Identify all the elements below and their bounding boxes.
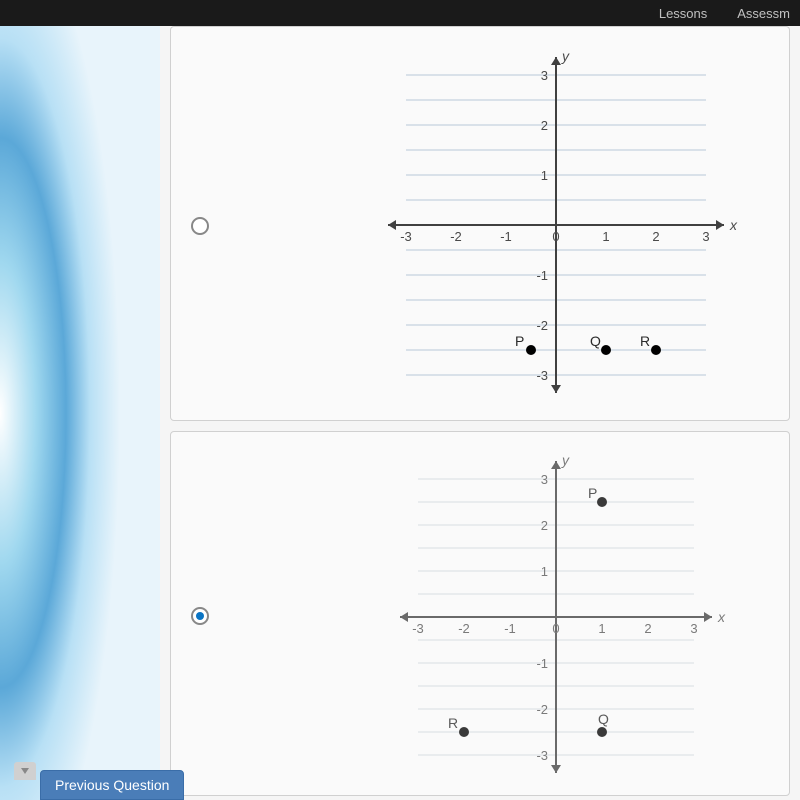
svg-text:-2: -2 — [450, 229, 462, 244]
svg-text:1: 1 — [598, 621, 605, 636]
previous-question-button[interactable]: Previous Question — [40, 770, 184, 800]
radio-option-a[interactable] — [191, 217, 209, 235]
collapse-tab[interactable] — [14, 762, 36, 780]
svg-text:R: R — [640, 333, 650, 349]
svg-text:3: 3 — [702, 229, 709, 244]
svg-text:x: x — [729, 217, 738, 233]
svg-text:y: y — [561, 48, 570, 64]
svg-text:3: 3 — [541, 68, 548, 83]
svg-text:2: 2 — [541, 518, 548, 533]
svg-text:-3: -3 — [536, 368, 548, 383]
svg-text:3: 3 — [541, 472, 548, 487]
svg-text:-1: -1 — [536, 656, 548, 671]
svg-text:-1: -1 — [536, 268, 548, 283]
coordinate-graph-b: -3 -2 -1 0 1 2 3 1 2 3 -1 -2 -3 x y P Q R — [356, 442, 756, 792]
top-bar: Lessons Assessm — [0, 0, 800, 26]
svg-text:-3: -3 — [536, 748, 548, 763]
svg-text:-2: -2 — [458, 621, 470, 636]
radio-option-b[interactable] — [191, 607, 209, 625]
svg-text:P: P — [515, 333, 524, 349]
svg-text:-2: -2 — [536, 702, 548, 717]
svg-text:-3: -3 — [412, 621, 424, 636]
svg-text:2: 2 — [652, 229, 659, 244]
option-card-b[interactable]: -3 -2 -1 0 1 2 3 1 2 3 -1 -2 -3 x y P Q R — [170, 431, 790, 796]
option-card-a[interactable]: -3 -2 -1 0 1 2 3 1 2 3 -1 -2 -3 x y P Q R — [170, 26, 790, 421]
svg-text:1: 1 — [602, 229, 609, 244]
svg-text:0: 0 — [552, 621, 559, 636]
svg-text:2: 2 — [644, 621, 651, 636]
left-decorative-panel — [0, 26, 160, 800]
svg-text:0: 0 — [552, 229, 559, 244]
svg-text:3: 3 — [690, 621, 697, 636]
svg-text:-1: -1 — [500, 229, 512, 244]
svg-text:-3: -3 — [400, 229, 412, 244]
svg-text:-1: -1 — [504, 621, 516, 636]
topbar-assessments[interactable]: Assessm — [737, 6, 790, 21]
content-area: -3 -2 -1 0 1 2 3 1 2 3 -1 -2 -3 x y P Q R -3 -2 -1 0 1 2 3 1 2 3 -1… — [160, 26, 800, 800]
svg-text:2: 2 — [541, 118, 548, 133]
topbar-lessons[interactable]: Lessons — [659, 6, 707, 21]
svg-text:1: 1 — [541, 564, 548, 579]
svg-text:P: P — [588, 485, 597, 501]
svg-text:R: R — [448, 715, 458, 731]
svg-text:x: x — [717, 609, 726, 625]
svg-text:-2: -2 — [536, 318, 548, 333]
svg-text:Q: Q — [590, 333, 601, 349]
coordinate-graph-a: -3 -2 -1 0 1 2 3 1 2 3 -1 -2 -3 x y P Q R — [356, 37, 756, 417]
svg-text:1: 1 — [541, 168, 548, 183]
svg-text:Q: Q — [598, 711, 609, 727]
svg-text:y: y — [561, 452, 570, 468]
